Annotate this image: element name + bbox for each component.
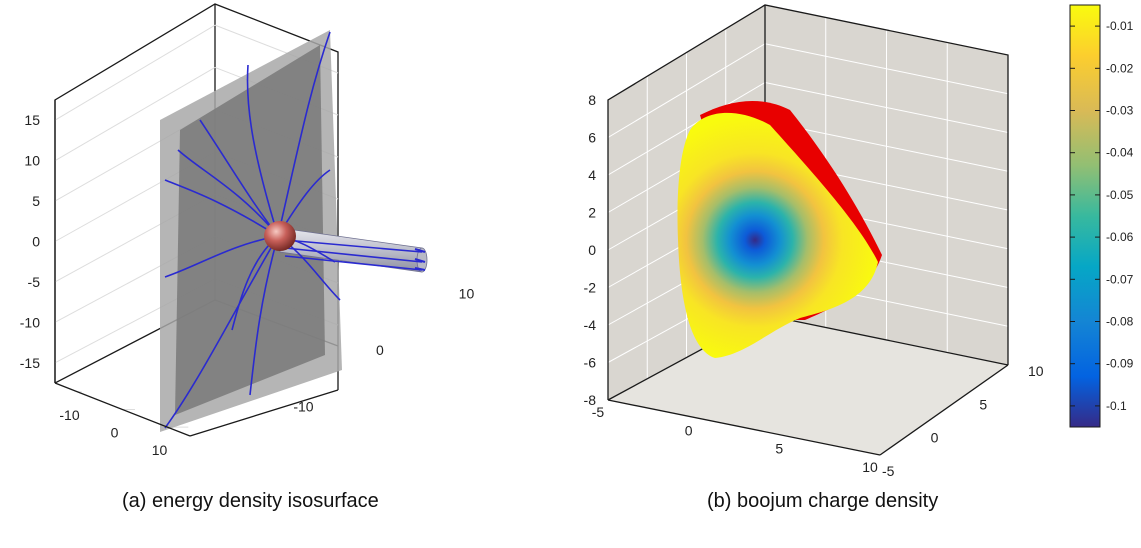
z-tick-label: -10 — [20, 314, 40, 330]
z-tick-label: 0 — [588, 242, 596, 258]
colorbar — [1069, 4, 1101, 428]
z-tick-labels-b: 8 6 4 2 0 -2 -4 -6 -8 — [584, 92, 597, 408]
x-tick-label: 5 — [775, 441, 783, 457]
colorbar-tick-label: -0.06 — [1106, 230, 1134, 244]
z-tick-label: 10 — [24, 153, 40, 169]
x-tick-label: -5 — [592, 404, 605, 420]
caption-b: (b) boojum charge density — [707, 490, 939, 512]
x-tick-label: 10 — [152, 442, 168, 458]
z-tick-label: -5 — [28, 274, 41, 290]
z-tick-label: -15 — [20, 355, 40, 371]
monopole-sphere — [264, 221, 296, 251]
colorbar-tick-label: -0.03 — [1106, 104, 1134, 118]
colorbar-tick-labels: -0.01 -0.02 -0.03 -0.04 -0.05 -0.06 -0.07 -0.08… — [1070, 19, 1134, 413]
y-tick-label: 0 — [931, 430, 939, 446]
x-tick-label: 0 — [685, 422, 693, 438]
z-tick-label: -2 — [584, 280, 597, 296]
y-tick-label: 10 — [459, 285, 475, 301]
y-tick-label: 5 — [979, 396, 987, 412]
colorbar-tick-label: -0.02 — [1106, 61, 1134, 75]
z-tick-label: 15 — [24, 112, 40, 128]
isosurface-back — [175, 45, 325, 415]
x-tick-label: -10 — [59, 407, 79, 423]
colorbar-tick-label: -0.05 — [1106, 188, 1134, 202]
y-tick-label: 10 — [1028, 363, 1044, 379]
colorbar-tick-label: -0.07 — [1106, 272, 1134, 286]
colorbar-tick-label: -0.08 — [1106, 315, 1134, 329]
colorbar-tick-label: -0.04 — [1106, 146, 1134, 160]
panel-a: 15 10 5 0 -5 -10 -15 -10 0 10 10 0 -10 — [20, 3, 474, 458]
x-tick-labels-b: -5 0 5 10 — [592, 404, 878, 475]
y-tick-labels-a: 10 0 -10 — [293, 285, 474, 414]
y-tick-label: -5 — [882, 463, 895, 479]
colorbar-tick-label: -0.09 — [1106, 357, 1134, 371]
colorbar-tick-label: -0.01 — [1106, 19, 1134, 33]
y-tick-label: -10 — [293, 399, 313, 415]
z-tick-label: 0 — [32, 234, 40, 250]
gridline — [54, 66, 216, 162]
z-tick-label: -4 — [584, 317, 597, 333]
z-tick-labels-a: 15 10 5 0 -5 -10 -15 — [20, 112, 40, 371]
gridline — [54, 24, 216, 121]
z-tick-label: -6 — [584, 355, 597, 371]
y-tick-label: 0 — [376, 342, 384, 358]
boojum-surface — [677, 112, 878, 358]
z-tick-label: 5 — [32, 193, 40, 209]
z-tick-label: 2 — [588, 205, 596, 221]
colorbar-tick-label: -0.1 — [1106, 399, 1127, 413]
z-tick-label: 4 — [588, 167, 596, 183]
z-tick-label: -8 — [584, 392, 597, 408]
y-tick-labels-b: 10 5 0 -5 — [882, 363, 1044, 479]
box-front-a — [54, 100, 339, 437]
flux-arrows — [414, 248, 426, 271]
x-tick-label: 10 — [862, 459, 878, 475]
x-tick-label: 0 — [111, 425, 119, 441]
x-tick-labels-a: -10 0 10 — [59, 407, 167, 458]
z-tick-label: 6 — [588, 130, 596, 146]
caption-a: (a) energy density isosurface — [122, 490, 379, 512]
z-tick-label: 8 — [588, 92, 596, 108]
